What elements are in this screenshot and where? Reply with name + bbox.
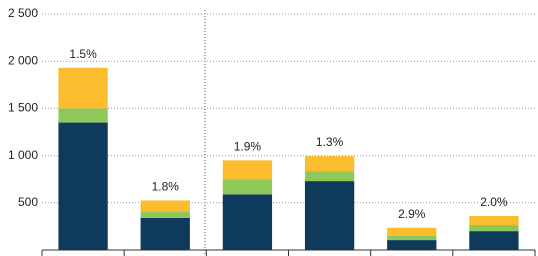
bar-segment [140,211,190,218]
bar-annotation: 1.3% [316,135,344,149]
bar-annotation: 1.9% [234,139,262,153]
bar-segment [222,179,273,195]
bar-segment [58,108,108,123]
bar-annotation: 2.9% [398,207,426,221]
bar-segment [469,231,519,250]
bar-segment [304,171,355,182]
bar-segment [469,224,519,232]
y-tick-label: 2 500 [8,6,38,20]
bar-annotation: 1.5% [69,47,97,61]
bar-segment [387,240,437,250]
y-tick-label: 500 [18,195,38,209]
y-tick-label: 1 000 [8,148,38,162]
bar-segment [222,160,273,180]
bar-segment [140,200,190,212]
y-tick-label: 1 500 [8,101,38,115]
bar-annotation: 2.0% [480,195,508,209]
bar-segment [58,67,108,109]
bar-annotation: 1.8% [152,180,180,194]
bar-segment [387,235,437,241]
bar-segment [387,227,437,236]
bar-segment [469,216,519,225]
bar-segment [304,156,355,172]
bar-segment [222,194,273,250]
bar-segment [140,217,190,250]
bar-segment [304,181,355,250]
bar-segment [58,122,108,250]
y-tick-label: 2 000 [8,53,38,67]
